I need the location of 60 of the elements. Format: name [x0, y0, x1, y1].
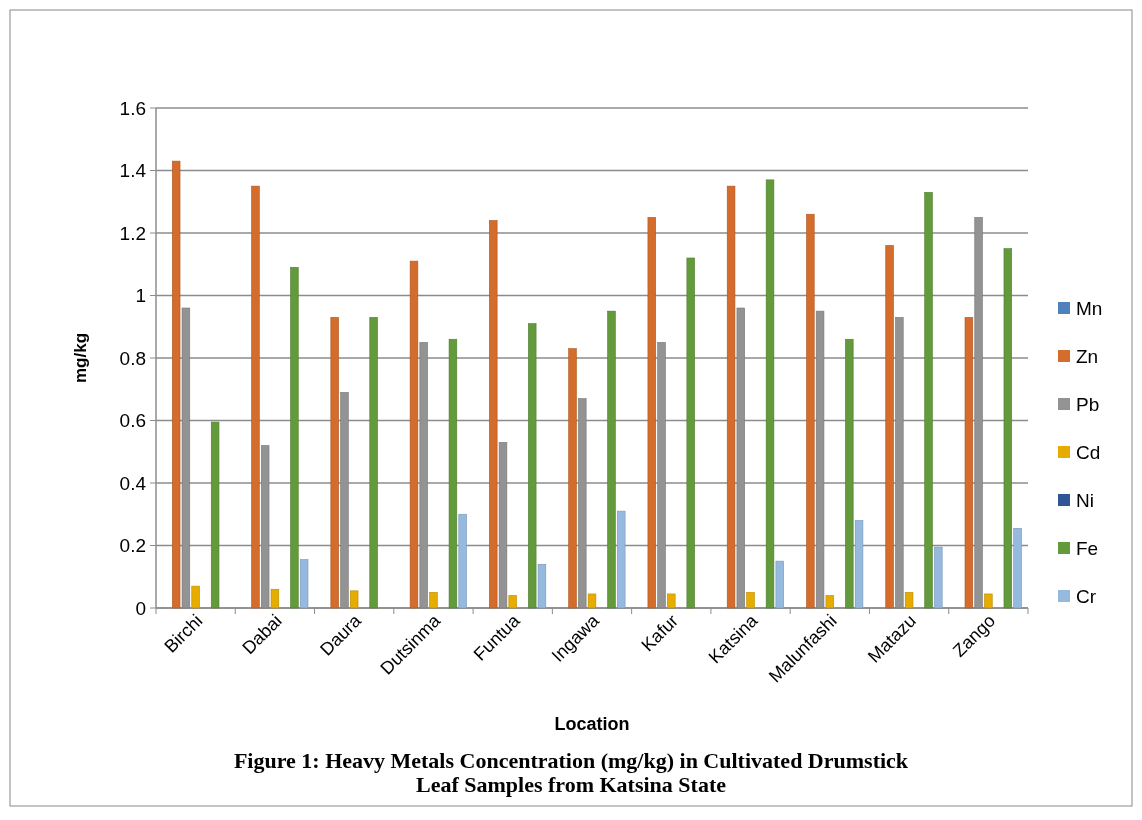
bar	[904, 592, 914, 609]
x-axis-title: Location	[554, 714, 630, 734]
bar	[984, 593, 993, 609]
bar	[369, 317, 378, 609]
bar	[270, 588, 280, 609]
y-tick-label: 1.6	[119, 97, 146, 119]
bar	[934, 546, 943, 609]
y-tick-label: 1.4	[119, 160, 147, 182]
bar	[330, 317, 339, 609]
bar	[825, 595, 834, 609]
y-tick-label: 1.2	[119, 222, 146, 244]
bar	[647, 217, 656, 609]
legend-label: Ni	[1076, 489, 1094, 511]
legend-label: Mn	[1076, 297, 1103, 319]
bar	[409, 260, 419, 609]
y-tick-label: 0.8	[119, 347, 146, 369]
y-tick-label: 1	[135, 285, 146, 307]
bar	[726, 185, 736, 609]
bar	[448, 338, 458, 609]
bar	[854, 520, 864, 609]
legend-label: Cr	[1076, 585, 1097, 607]
bar	[1003, 248, 1013, 609]
bar	[568, 348, 577, 609]
y-tick-label: 0	[135, 597, 146, 619]
bar	[667, 593, 676, 609]
y-axis-title: mg/kg	[71, 332, 90, 384]
bar	[607, 310, 616, 609]
bar	[251, 185, 260, 609]
bar	[299, 559, 309, 609]
bar	[290, 267, 299, 609]
bar	[458, 513, 467, 609]
bar	[587, 593, 597, 609]
bar	[806, 213, 815, 609]
bar	[617, 510, 626, 609]
bar	[171, 160, 181, 609]
bar	[845, 338, 854, 609]
bar	[508, 595, 517, 609]
legend-label: Zn	[1076, 345, 1099, 367]
y-tick-label: 0.2	[119, 535, 146, 557]
bar	[885, 245, 894, 609]
legend-label: Cd	[1076, 441, 1101, 463]
bar	[1013, 528, 1022, 609]
bar	[350, 590, 359, 609]
bar	[964, 317, 974, 609]
caption: Figure 1: Heavy Metals Concentration (mg/kg) in Cultivated Drumstick Leaf Samples from Katsina State	[233, 748, 909, 797]
bar	[191, 585, 200, 609]
bar	[537, 563, 547, 609]
legend-label: Fe	[1076, 537, 1099, 559]
y-tick-label: 0.4	[119, 472, 147, 494]
bar	[775, 560, 784, 609]
bar	[528, 323, 537, 609]
legend-label: Pb	[1076, 393, 1100, 415]
y-tick-label: 0.6	[119, 410, 146, 432]
bar	[924, 192, 933, 609]
bar	[210, 421, 220, 609]
bar	[746, 592, 755, 609]
bar	[686, 257, 695, 609]
bar	[765, 179, 775, 609]
bar	[429, 592, 438, 609]
bar	[489, 220, 498, 609]
